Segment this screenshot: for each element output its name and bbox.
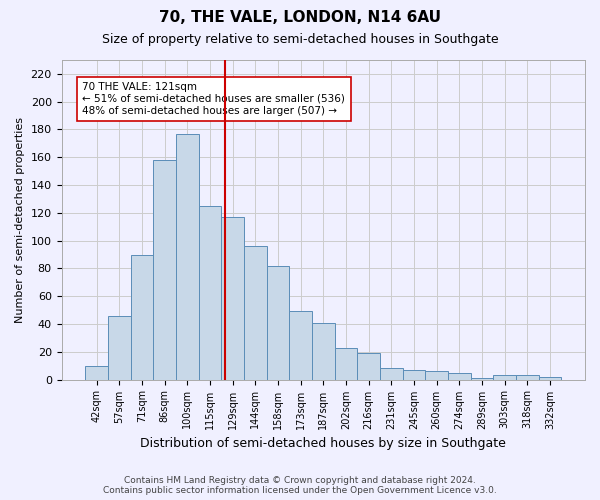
Bar	[154, 160, 176, 380]
Bar	[539, 377, 561, 380]
Text: 70 THE VALE: 121sqm
← 51% of semi-detached houses are smaller (536)
48% of semi-: 70 THE VALE: 121sqm ← 51% of semi-detach…	[82, 82, 346, 116]
Bar	[176, 134, 199, 380]
Bar	[448, 372, 470, 380]
Bar	[312, 322, 335, 380]
Bar	[425, 371, 448, 380]
Bar	[357, 353, 380, 380]
Bar	[380, 368, 403, 380]
Bar	[516, 376, 539, 380]
X-axis label: Distribution of semi-detached houses by size in Southgate: Distribution of semi-detached houses by …	[140, 437, 506, 450]
Bar	[199, 206, 221, 380]
Text: Contains HM Land Registry data © Crown copyright and database right 2024.
Contai: Contains HM Land Registry data © Crown c…	[103, 476, 497, 495]
Text: 70, THE VALE, LONDON, N14 6AU: 70, THE VALE, LONDON, N14 6AU	[159, 10, 441, 25]
Bar	[266, 266, 289, 380]
Bar	[470, 378, 493, 380]
Bar	[108, 316, 131, 380]
Text: Size of property relative to semi-detached houses in Southgate: Size of property relative to semi-detach…	[101, 32, 499, 46]
Bar	[221, 217, 244, 380]
Y-axis label: Number of semi-detached properties: Number of semi-detached properties	[15, 117, 25, 323]
Bar	[493, 376, 516, 380]
Bar	[85, 366, 108, 380]
Bar	[244, 246, 266, 380]
Bar	[289, 312, 312, 380]
Bar	[403, 370, 425, 380]
Bar	[335, 348, 357, 380]
Bar	[131, 254, 154, 380]
